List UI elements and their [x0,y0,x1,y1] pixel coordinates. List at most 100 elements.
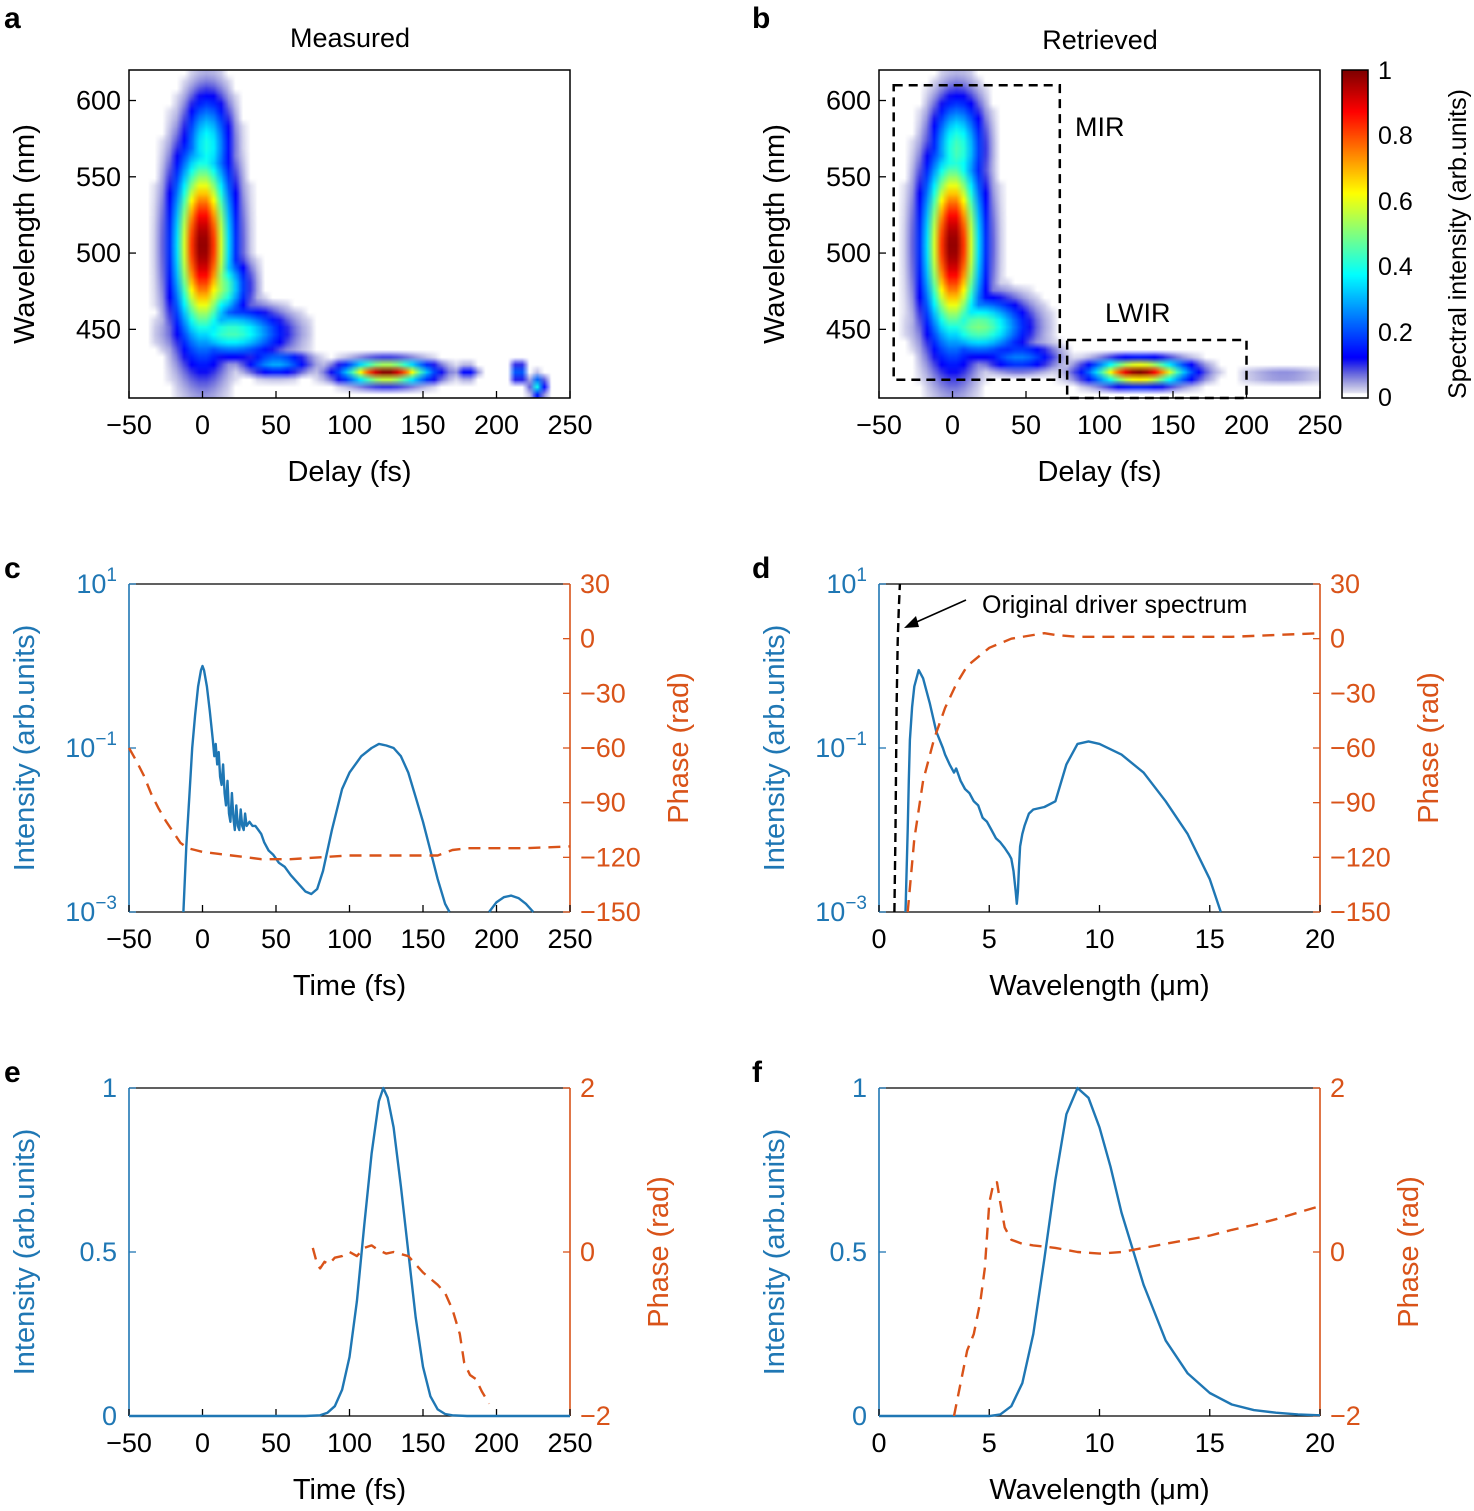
x-tick-label: 50 [261,924,291,954]
x-tick-label: 250 [547,924,592,954]
x-tick-label: 150 [1150,410,1195,440]
y-tick-label: 550 [76,162,121,192]
x-tick-label: 50 [261,1428,291,1458]
y-tick-label: 450 [826,314,871,344]
x-tick-label: 250 [1297,410,1342,440]
x-tick-label: 20 [1305,924,1335,954]
x-tick-label: −50 [106,924,152,954]
series-line-intensity [182,664,451,913]
x-tick-label: 10 [1084,1428,1114,1458]
y-tick-label: 550 [826,162,871,192]
y-left-tick-label: 10−3 [815,893,867,927]
y-right-tick-label: 0 [1330,624,1345,654]
axes-c: −50 0 50 100 150 200 250 Time (fs) 101 10−1 10−3 30… [9,565,695,1002]
chart-title-a: Measured [290,23,410,53]
y-right-tick-label: −90 [580,788,626,818]
x-tick-label: 50 [1011,410,1041,440]
y-right-tick-label: 0 [580,624,595,654]
x-tick-label: 100 [327,1428,372,1458]
y-left-tick-label: 0 [102,1401,117,1431]
panel-letter-e: e [4,1056,21,1089]
x-tick-label: 150 [400,410,445,440]
x-tick-label: −50 [106,410,152,440]
colorbar-tick: 1 [1378,57,1392,85]
y-left-axis-label: Intensity (arb.units) [759,625,791,872]
panel-letter-a: a [4,2,21,35]
x-tick-label: 200 [1224,410,1269,440]
x-tick-label: 5 [982,924,997,954]
y-right-tick-label: 30 [1330,569,1360,599]
y-left-tick-label: 0.5 [829,1237,867,1267]
y-left-tick-label: 10−1 [65,729,117,763]
x-tick-label: 250 [547,410,592,440]
y-right-tick-label: −150 [1330,897,1391,927]
y-tick-label: 450 [76,314,121,344]
y-tick-label: 600 [76,86,121,116]
series-line-phase [127,747,571,861]
x-tick-label: 15 [1195,924,1225,954]
x-axis-label: Time (fs) [293,1474,406,1506]
colorbar-ticks: 0 0.2 0.4 0.6 0.8 1 [1378,57,1413,412]
x-tick-label: 10 [1084,924,1114,954]
axes-d: 0 5 10 15 20 Wavelength (μm) 101 10−1 10−3 30 0 −30… [759,565,1445,1002]
x-axis-label: Time (fs) [293,970,406,1002]
y-right-tick-label: 0 [580,1237,595,1267]
x-tick-label: 5 [982,1428,997,1458]
series-group-e [129,1086,570,1418]
series-line-phase [311,1244,491,1405]
x-tick-label: −50 [856,410,902,440]
y-right-tick-label: 2 [580,1073,595,1103]
y-right-tick-label: −30 [1330,678,1376,708]
y-axis-label: Wavelength (nm) [759,124,791,344]
series-group-f [879,1086,1321,1418]
x-tick-label: 100 [1077,410,1122,440]
y-right-tick-label: 2 [1330,1073,1345,1103]
x-tick-label: −50 [106,1428,152,1458]
x-tick-label: 20 [1305,1428,1335,1458]
y-tick-label: 600 [826,86,871,116]
colorbar-tick: 0.2 [1378,319,1413,347]
series-group-d [893,583,1321,913]
colorbar-label: Spectral intensity (arb.units) [1444,89,1472,399]
plot-layer [127,583,1321,1418]
y-right-tick-label: −2 [1330,1401,1361,1431]
y-left-tick-label: 1 [852,1073,867,1103]
panel-letter-b: b [752,2,770,35]
panel-letter-f: f [752,1056,763,1089]
y-right-tick-label: −150 [580,897,641,927]
y-right-tick-label: −30 [580,678,626,708]
series-line-intensity [129,1086,570,1418]
y-axis-label: Wavelength (nm) [9,124,41,344]
x-axis-label: Delay (fs) [1037,456,1161,488]
x-tick-label: 150 [400,1428,445,1458]
y-left-tick-label: 1 [102,1073,117,1103]
x-tick-label: 15 [1195,1428,1225,1458]
x-tick-label: 0 [945,410,960,440]
x-tick-label: 150 [400,924,445,954]
x-tick-label: 100 [327,924,372,954]
x-axis-label: Wavelength (μm) [989,1474,1209,1506]
label-lwir: LWIR [1105,298,1171,328]
y-left-axis-label: Intensity (arb.units) [9,1129,41,1376]
colorbar-tick: 0.4 [1378,253,1413,281]
x-tick-label: 50 [261,410,291,440]
x-tick-label: 0 [871,1428,886,1458]
y-left-tick-label: 0 [852,1401,867,1431]
series-line-intensity-satellite- [488,894,535,913]
y-left-tick-label: 0.5 [79,1237,117,1267]
y-right-tick-label: −2 [580,1401,611,1431]
series-line-intensity [904,668,1222,913]
x-tick-label: 0 [195,1428,210,1458]
x-tick-label: 0 [871,924,886,954]
panel-letter-c: c [4,552,21,585]
y-right-axis-label: Phase (rad) [663,672,695,824]
y-tick-label: 500 [76,238,121,268]
x-axis-label: Wavelength (μm) [989,970,1209,1002]
y-right-tick-label: −120 [580,842,641,872]
x-tick-label: 100 [327,410,372,440]
axes-b: −50 0 50 100 150 200 250 Delay (fs) 450 500 550 600… [759,69,1343,488]
y-right-tick-label: 0 [1330,1237,1345,1267]
